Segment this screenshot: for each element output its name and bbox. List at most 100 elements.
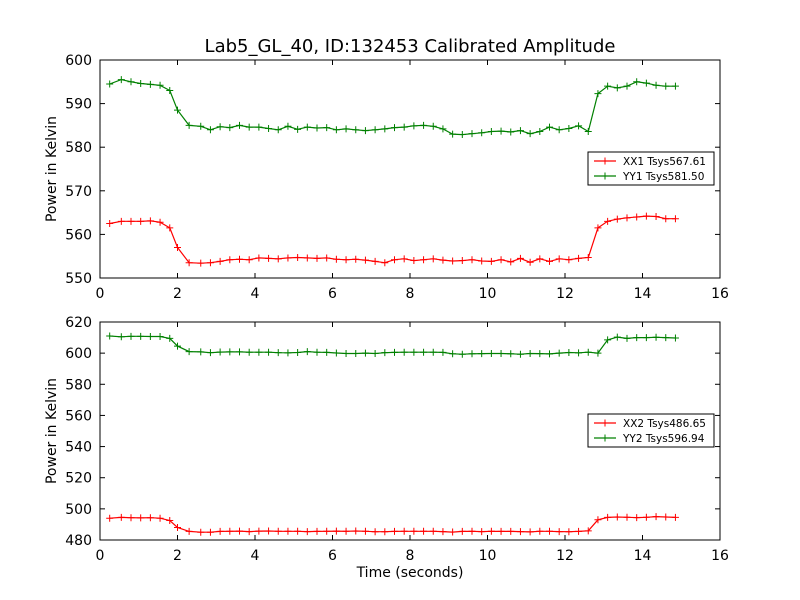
top-series-1-point	[216, 257, 224, 265]
top-y-tick-label: 590	[65, 97, 92, 113]
bottom-series-1-point	[174, 524, 181, 532]
bottom-series-1-point	[478, 528, 486, 536]
bottom-series-1-point	[197, 528, 205, 536]
top-legend-label-1: XX1 Tsys567.61	[623, 156, 706, 168]
bottom-series-1-point	[584, 527, 592, 535]
bottom-series-2-point	[584, 348, 592, 356]
top-series-1-point	[420, 256, 428, 264]
bottom-y-tick-label: 540	[65, 440, 92, 456]
top-series-2-point	[526, 130, 534, 138]
top-series-1-point	[206, 259, 214, 267]
bottom-series-2-point	[127, 332, 135, 340]
top-series-2-point	[174, 106, 181, 114]
bottom-series-2-point	[166, 334, 174, 342]
top-subplot: 0 2 4 6 8 10 12 14 16 550 560 570 580 590 600 Power in …	[44, 53, 729, 302]
top-series-2-point	[371, 126, 379, 134]
top-series-2-point	[284, 122, 292, 130]
bottom-series-1-point	[623, 513, 631, 521]
top-x-tick-label: 6	[328, 286, 337, 302]
bottom-series-2-point	[507, 350, 515, 358]
top-legend-box	[587, 151, 715, 186]
top-series-1-point	[516, 254, 524, 262]
bottom-y-tick-label: 620	[65, 315, 92, 331]
bottom-series-1-point	[546, 527, 553, 535]
bottom-series-1-point	[294, 527, 302, 535]
bottom-series-2-point	[371, 349, 379, 357]
top-series-2-point	[166, 87, 174, 95]
bottom-series-1-point	[642, 513, 650, 521]
top-series-2-point	[458, 131, 466, 139]
top-legend-label-2: YY1 Tsys581.50	[622, 171, 704, 183]
top-series-2-point	[226, 124, 234, 132]
bottom-series-2-point	[565, 349, 573, 357]
bottom-series-2-point	[516, 350, 524, 358]
bottom-series-2-point	[146, 332, 154, 340]
bottom-series-1-point	[536, 527, 544, 535]
bottom-series-2-point	[106, 332, 114, 340]
bottom-y-tick-label: 600	[65, 346, 92, 362]
top-series-1-point	[391, 256, 398, 264]
bottom-series-2-point	[323, 348, 331, 356]
top-series-2-point	[106, 80, 114, 88]
bottom-series-1-point	[400, 527, 408, 535]
top-series-1-point	[255, 254, 263, 262]
bottom-series-1-point	[284, 527, 292, 535]
bottom-series-2-point	[487, 349, 495, 357]
bottom-series-2-point	[342, 349, 350, 357]
bottom-series-1-point	[565, 528, 573, 536]
top-x-tick-label: 8	[406, 286, 415, 302]
top-series-1-point	[536, 255, 544, 263]
bottom-series-2-point	[391, 348, 398, 356]
bottom-series-2-point	[623, 334, 631, 342]
top-series-1-point	[265, 254, 273, 262]
top-series-1-point	[381, 259, 389, 267]
bottom-series-1-point	[381, 528, 389, 536]
top-y-tick-label: 560	[65, 227, 92, 243]
top-series-1-point	[236, 255, 243, 263]
bottom-series-1-point	[216, 527, 224, 535]
top-series-2-point	[642, 79, 650, 87]
bottom-series-2-point	[137, 332, 145, 340]
bottom-series-2-point	[449, 350, 457, 358]
bottom-series-1-point	[274, 527, 282, 535]
bottom-series-2-point	[420, 348, 428, 356]
top-x-tick-label: 16	[711, 286, 729, 302]
top-series-2-point	[146, 80, 154, 88]
top-series-1-point	[197, 259, 205, 267]
top-series-1-point	[584, 254, 592, 262]
bottom-series-1-point	[361, 527, 369, 535]
top-series-2-point	[156, 81, 164, 89]
bottom-series-1-point	[245, 528, 253, 536]
bottom-series-1-point	[313, 527, 321, 535]
bottom-series-2-point	[352, 349, 360, 357]
bottom-series-2-point	[381, 349, 389, 357]
top-series-2-point	[478, 129, 486, 137]
top-series-1-point	[565, 256, 573, 264]
bottom-series-2-point	[236, 348, 243, 356]
bottom-series-2-point	[458, 350, 466, 358]
top-series-2-point	[127, 78, 135, 86]
bottom-series-2-point	[671, 334, 679, 342]
top-x-tick-label: 2	[173, 286, 182, 302]
bottom-legend-marker-1	[601, 419, 609, 427]
bottom-series-1-point	[127, 514, 135, 522]
top-series-2-point	[294, 125, 302, 133]
top-legend-marker-1	[601, 157, 609, 165]
top-series-2-point	[216, 123, 224, 131]
top-series-1-point	[156, 218, 164, 226]
bottom-series-1-point	[555, 528, 563, 536]
top-series-2-point	[410, 122, 418, 130]
bottom-series-2-point	[255, 348, 263, 356]
top-series-2-point	[633, 78, 641, 86]
top-series-2-point	[613, 84, 621, 92]
top-series-2-point	[429, 122, 437, 130]
top-series-2-point	[245, 123, 253, 131]
bottom-series-2-point	[284, 349, 292, 357]
top-series-2-point	[400, 123, 408, 131]
top-series-2-point	[206, 126, 214, 134]
bottom-series-2-point	[332, 349, 340, 357]
bottom-series-2-point	[526, 349, 534, 357]
top-series-2-point	[381, 125, 389, 133]
bottom-series-1-point	[449, 528, 457, 536]
bottom-series-1-point	[487, 527, 495, 535]
